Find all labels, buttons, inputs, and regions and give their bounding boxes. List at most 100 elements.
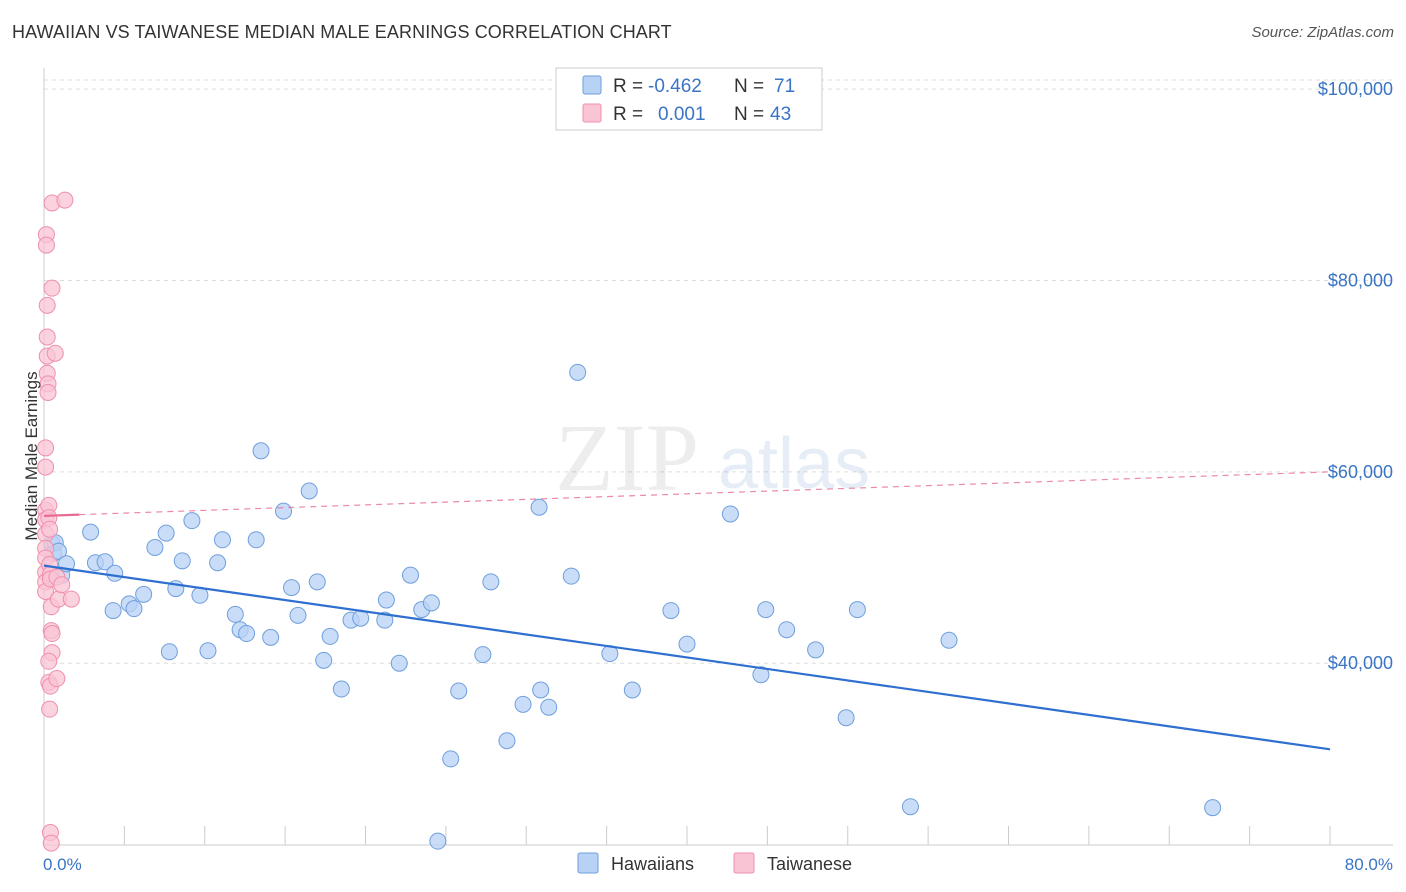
point-hawaiians [125,600,143,618]
point-hawaiians [429,832,447,850]
point-hawaiians [173,552,191,570]
legend-n-value-taiwanese: 43 [770,104,791,125]
point-taiwanese [62,590,80,608]
point-taiwanese [38,296,56,314]
point-hawaiians [778,621,796,639]
y-tick-label: $80,000 [1328,270,1393,290]
point-hawaiians [160,643,178,661]
point-hawaiians [106,564,124,582]
point-hawaiians [721,505,739,523]
x-tick-label-start: 0.0% [43,855,82,874]
point-hawaiians [442,750,460,768]
point-hawaiians [837,709,855,727]
point-hawaiians [252,442,270,460]
point-taiwanese [41,520,59,538]
x-tick-label-end: 80.0% [1345,855,1393,874]
watermark: ZIP atlas [555,404,870,511]
point-taiwanese [43,625,61,643]
point-taiwanese [37,236,55,254]
legend-swatch-taiwanese [582,103,602,123]
point-hawaiians [96,553,114,571]
point-taiwanese [53,576,71,594]
point-hawaiians [315,651,333,669]
y-tick-label: $100,000 [1318,79,1393,99]
trend-line-taiwanese-solid [43,513,80,517]
point-hawaiians [209,554,227,572]
point-hawaiians [146,538,164,556]
point-taiwanese [46,344,64,362]
point-hawaiians [532,681,550,699]
point-hawaiians [450,682,468,700]
y-tick-label: $40,000 [1328,653,1393,673]
y-tick-labels: $40,000 $60,000 $80,000 $100,000 [1318,79,1393,673]
point-taiwanese [48,670,66,688]
legend-n-value-hawaiians: 71 [774,76,795,97]
point-hawaiians [482,573,500,591]
point-hawaiians [757,601,775,619]
legend-r-value-hawaiians: -0.462 [648,76,702,97]
point-hawaiians [283,579,301,597]
point-hawaiians [940,631,958,649]
series-legend-swatch-taiwanese [733,852,755,874]
point-taiwanese [37,439,55,457]
point-hawaiians [623,681,641,699]
axes [43,68,1393,846]
legend-r-label-hawaiians: R = [613,76,643,97]
point-hawaiians [474,646,492,664]
point-hawaiians [275,502,293,520]
point-hawaiians [183,512,201,530]
point-hawaiians [402,566,420,584]
point-taiwanese [38,328,56,346]
grid-lines [44,79,1393,664]
point-hawaiians [135,585,153,603]
point-hawaiians [422,594,440,612]
point-hawaiians [308,573,326,591]
point-hawaiians [332,680,350,698]
point-taiwanese [37,458,55,476]
trend-line-hawaiians [43,564,1331,751]
legend-n-label-taiwanese: N = [734,104,764,125]
point-hawaiians [376,611,394,629]
legend-r-value-taiwanese: 0.001 [658,104,706,125]
point-taiwanese [41,700,59,718]
data-points [37,191,1222,852]
point-hawaiians [1204,799,1222,817]
point-hawaiians [678,635,696,653]
point-hawaiians [300,482,318,500]
point-hawaiians [514,695,532,713]
point-hawaiians [104,602,122,620]
point-taiwanese [56,191,74,209]
legend-r-label-taiwanese: R = [613,104,643,125]
point-hawaiians [662,602,680,620]
legend-n-label-hawaiians: N = [734,76,764,97]
point-hawaiians [807,641,825,659]
trend-lines [43,471,1331,751]
legend-swatch-hawaiians [582,75,602,95]
point-hawaiians [321,627,339,645]
point-hawaiians [238,625,256,643]
correlation-legend: R = -0.462 N = 71 R = 0.001 N = 43 [555,67,823,131]
point-hawaiians [540,698,558,716]
watermark-zip: ZIP [555,404,699,511]
point-hawaiians [530,498,548,516]
trend-line-taiwanese-dashed [79,471,1331,516]
point-hawaiians [569,363,587,381]
point-hawaiians [289,606,307,624]
y-axis-label: Median Male Earnings [22,371,41,540]
y-axis-label-group: Median Male Earnings [22,371,41,540]
point-hawaiians [247,531,265,549]
point-hawaiians [199,642,217,660]
series-legend-swatch-hawaiians [577,852,599,874]
chart-source: Source: ZipAtlas.com [1251,24,1394,41]
point-hawaiians [226,605,244,623]
series-legend-label-hawaiians: Hawaiians [611,854,694,874]
point-hawaiians [498,732,516,750]
point-hawaiians [262,628,280,646]
series-legend-label-taiwanese: Taiwanese [767,854,852,874]
point-taiwanese [43,279,61,297]
point-hawaiians [82,523,100,541]
point-hawaiians [901,798,919,816]
point-taiwanese [40,652,58,670]
y-tick-label: $60,000 [1328,462,1393,482]
